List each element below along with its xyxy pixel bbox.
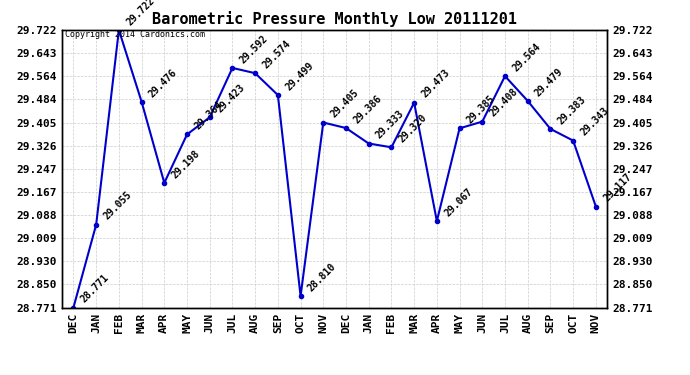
Text: 29.320: 29.320 (397, 112, 429, 144)
Text: 28.810: 28.810 (306, 261, 338, 293)
Text: 29.386: 29.386 (352, 93, 384, 125)
Text: 29.479: 29.479 (533, 66, 565, 98)
Text: 29.343: 29.343 (579, 106, 611, 138)
Text: 29.364: 29.364 (193, 100, 224, 132)
Text: 29.574: 29.574 (261, 38, 293, 70)
Title: Barometric Pressure Monthly Low 20111201: Barometric Pressure Monthly Low 20111201 (152, 12, 517, 27)
Text: 29.067: 29.067 (442, 186, 475, 218)
Text: 29.408: 29.408 (488, 87, 520, 119)
Text: 29.198: 29.198 (170, 148, 202, 180)
Text: 29.499: 29.499 (284, 60, 315, 92)
Text: 29.405: 29.405 (329, 88, 361, 120)
Text: 29.333: 29.333 (374, 109, 406, 141)
Text: 29.592: 29.592 (238, 33, 270, 65)
Text: 29.385: 29.385 (465, 93, 497, 126)
Text: 29.055: 29.055 (101, 190, 134, 222)
Text: 29.423: 29.423 (215, 82, 247, 114)
Text: 29.476: 29.476 (147, 67, 179, 99)
Text: 29.117: 29.117 (602, 172, 633, 204)
Text: 29.473: 29.473 (420, 68, 452, 100)
Text: 29.383: 29.383 (556, 94, 588, 126)
Text: 29.722: 29.722 (124, 0, 157, 27)
Text: 29.564: 29.564 (511, 41, 542, 74)
Text: 28.771: 28.771 (79, 273, 111, 305)
Text: Copyright 2014 Cardonics.com: Copyright 2014 Cardonics.com (65, 30, 205, 39)
